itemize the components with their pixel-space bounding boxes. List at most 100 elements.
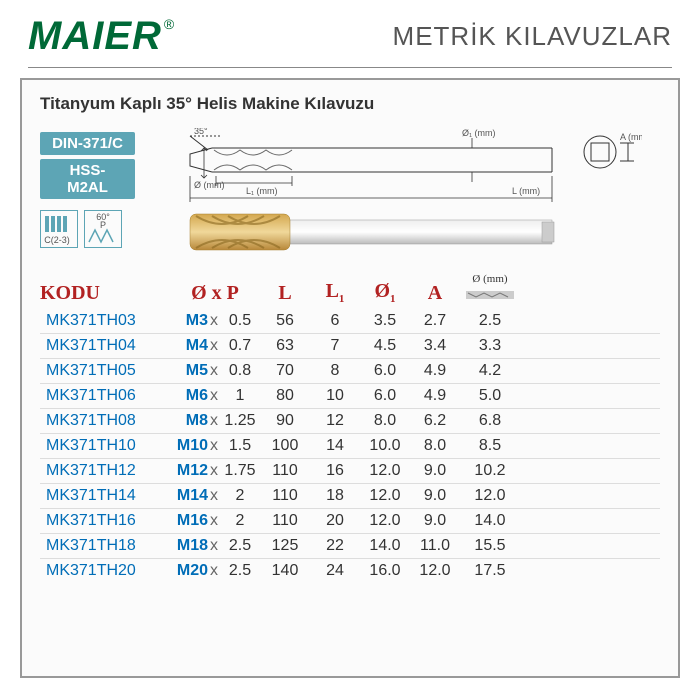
chamfer-icon: C(2-3) [40, 210, 78, 248]
cell-x: x [208, 312, 220, 330]
cell-a: 9.0 [410, 487, 460, 505]
cell-l: 63 [260, 337, 310, 355]
cell-x: x [208, 512, 220, 530]
cell-l: 80 [260, 387, 310, 405]
cell-drill: 15.5 [460, 537, 520, 555]
cell-x: x [208, 462, 220, 480]
cell-d1: 6.0 [360, 362, 410, 380]
cell-p: 0.5 [220, 312, 260, 330]
page-title: METRİK KILAVUZLAR [393, 21, 672, 52]
cell-l1: 24 [310, 562, 360, 580]
cell-drill: 12.0 [460, 487, 520, 505]
table-row: MK371TH10M10x1.51001410.08.08.5 [40, 434, 660, 459]
cell-m: M5 [170, 362, 208, 380]
cell-l: 110 [260, 487, 310, 505]
cell-a: 11.0 [410, 537, 460, 555]
table-row: MK371TH20M20x2.51402416.012.017.5 [40, 559, 660, 583]
cell-a: 4.9 [410, 387, 460, 405]
l-label: L (mm) [512, 186, 540, 196]
col-drill: Ø (mm) [460, 274, 520, 305]
cell-drill: 10.2 [460, 462, 520, 480]
cell-a: 12.0 [410, 562, 460, 580]
cell-l1: 8 [310, 362, 360, 380]
cell-p: 1.25 [220, 412, 260, 430]
cell-p: 1 [220, 387, 260, 405]
content-frame: Titanyum Kaplı 35° Helis Makine Kılavuzu… [20, 78, 680, 678]
angle-icon: 60° P [84, 210, 122, 248]
cell-l: 110 [260, 462, 310, 480]
cell-l: 140 [260, 562, 310, 580]
cell-l: 100 [260, 437, 310, 455]
cell-code: MK371TH18 [46, 537, 170, 555]
table-row: MK371TH12M12x1.751101612.09.010.2 [40, 459, 660, 484]
cell-l1: 12 [310, 412, 360, 430]
cell-l1: 14 [310, 437, 360, 455]
cell-code: MK371TH14 [46, 487, 170, 505]
cell-code: MK371TH16 [46, 512, 170, 530]
cell-a: 8.0 [410, 437, 460, 455]
cell-l1: 6 [310, 312, 360, 330]
cell-d1: 12.0 [360, 512, 410, 530]
cell-a: 9.0 [410, 462, 460, 480]
cell-drill: 4.2 [460, 362, 520, 380]
col-l: L [260, 282, 310, 305]
cell-drill: 6.8 [460, 412, 520, 430]
table-row: MK371TH03M3x0.55663.52.72.5 [40, 309, 660, 334]
header-rule [28, 67, 672, 68]
cell-d1: 6.0 [360, 387, 410, 405]
cell-code: MK371TH12 [46, 462, 170, 480]
material-badge: HSS-M2AL [40, 159, 135, 199]
cell-x: x [208, 412, 220, 430]
cell-d1: 10.0 [360, 437, 410, 455]
cell-m: M6 [170, 387, 208, 405]
cell-drill: 3.3 [460, 337, 520, 355]
cell-p: 2 [220, 487, 260, 505]
table-row: MK371TH05M5x0.87086.04.94.2 [40, 359, 660, 384]
cell-l1: 7 [310, 337, 360, 355]
cell-p: 0.7 [220, 337, 260, 355]
col-size: Ø x P [170, 282, 260, 305]
p-label: P [100, 220, 106, 230]
din-badge: DIN-371/C [40, 132, 135, 155]
cell-d1: 4.5 [360, 337, 410, 355]
cell-x: x [208, 537, 220, 555]
cell-drill: 2.5 [460, 312, 520, 330]
cell-d1: 12.0 [360, 462, 410, 480]
brand-logo: MAIER ® [28, 14, 175, 59]
col-l1: L1 [310, 280, 360, 305]
spec-icons: C(2-3) 60° P [40, 210, 122, 248]
table-row: MK371TH04M4x0.76374.53.43.3 [40, 334, 660, 359]
cell-p: 2 [220, 512, 260, 530]
cell-a: 9.0 [410, 512, 460, 530]
drill-icon [466, 289, 514, 301]
cell-p: 1.5 [220, 437, 260, 455]
cell-a: 4.9 [410, 362, 460, 380]
cell-code: MK371TH08 [46, 412, 170, 430]
cell-l: 70 [260, 362, 310, 380]
cell-m: M20 [170, 562, 208, 580]
table-row: MK371TH18M18x2.51252214.011.015.5 [40, 534, 660, 559]
col-d1: Ø1 [360, 280, 410, 305]
product-subtitle: Titanyum Kaplı 35° Helis Makine Kılavuzu [22, 80, 678, 124]
cell-m: M18 [170, 537, 208, 555]
cell-x: x [208, 562, 220, 580]
cell-drill: 8.5 [460, 437, 520, 455]
c-label: C(2-3) [44, 235, 70, 245]
cell-l1: 16 [310, 462, 360, 480]
cell-p: 1.75 [220, 462, 260, 480]
a-label: A (mm) [620, 132, 642, 142]
table-row: MK371TH16M16x21102012.09.014.0 [40, 509, 660, 534]
col-a: A [410, 282, 460, 305]
cell-code: MK371TH20 [46, 562, 170, 580]
spec-table: KODU Ø x P L L1 Ø1 A Ø (mm) MK371TH03M3x… [40, 270, 660, 583]
phi-label: Ø (mm) [194, 180, 225, 190]
cell-m: M8 [170, 412, 208, 430]
cell-x: x [208, 487, 220, 505]
page-header: MAIER ® METRİK KILAVUZLAR [0, 0, 700, 65]
cell-l1: 18 [310, 487, 360, 505]
cell-drill: 5.0 [460, 387, 520, 405]
table-row: MK371TH14M14x21101812.09.012.0 [40, 484, 660, 509]
cell-m: M12 [170, 462, 208, 480]
spec-badges: DIN-371/C HSS-M2AL [40, 132, 135, 199]
table-body: MK371TH03M3x0.55663.52.72.5MK371TH04M4x0… [40, 309, 660, 583]
